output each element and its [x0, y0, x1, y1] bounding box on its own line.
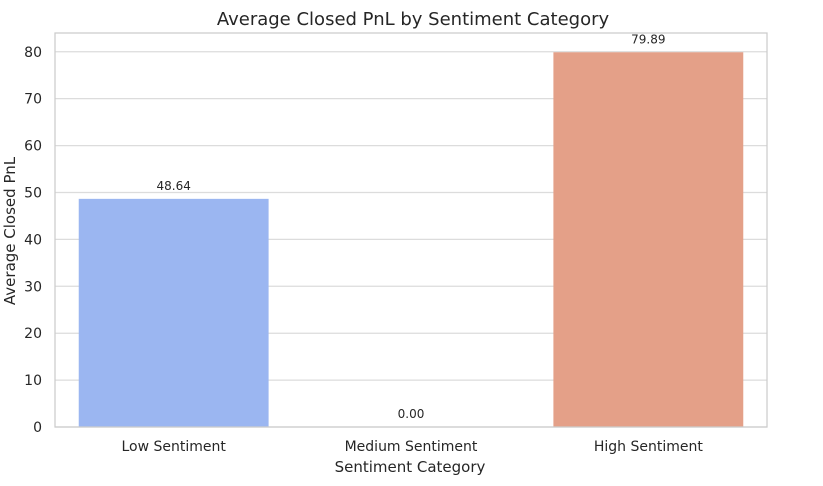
y-tick-label: 70 — [24, 92, 42, 108]
x-tick-labels: Low Sentiment Medium Sentiment High Sentim… — [121, 439, 703, 455]
data-labels: 48.64 0.00 79.89 — [156, 32, 665, 421]
x-tick-label: High Sentiment — [594, 439, 704, 455]
bar — [553, 52, 744, 427]
data-label: 48.64 — [156, 179, 190, 193]
y-tick-label: 40 — [24, 232, 42, 248]
x-tick-label: Low Sentiment — [121, 439, 226, 455]
y-tick-label: 30 — [24, 279, 42, 295]
bars — [78, 52, 744, 427]
bar — [78, 198, 269, 427]
x-tick-label: Medium Sentiment — [345, 439, 478, 455]
chart-title: Average Closed PnL by Sentiment Category — [217, 9, 610, 30]
y-tick-label: 80 — [24, 45, 42, 61]
y-tick-label: 50 — [24, 185, 42, 201]
y-tick-label: 10 — [24, 373, 42, 389]
data-label: 79.89 — [631, 32, 665, 46]
y-tick-labels: 0 10 20 30 40 50 60 70 80 — [24, 45, 42, 436]
y-axis-label: Average Closed PnL — [1, 156, 19, 305]
x-axis-label: Sentiment Category — [335, 458, 486, 476]
y-tick-label: 60 — [24, 139, 42, 155]
y-tick-label: 0 — [33, 420, 42, 436]
plot-frame — [54, 32, 768, 428]
data-label: 0.00 — [398, 407, 425, 421]
y-tick-label: 20 — [24, 326, 42, 342]
